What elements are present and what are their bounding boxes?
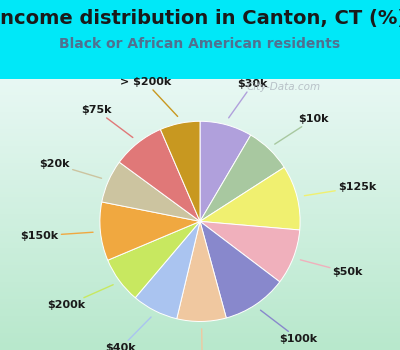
Wedge shape — [200, 222, 300, 282]
Text: $100k: $100k — [260, 310, 318, 344]
Text: $75k: $75k — [81, 105, 133, 138]
Wedge shape — [200, 167, 300, 230]
Wedge shape — [200, 121, 251, 222]
Wedge shape — [102, 162, 200, 222]
Wedge shape — [135, 222, 200, 319]
Text: $30k: $30k — [229, 79, 268, 118]
Text: > $200k: > $200k — [120, 77, 178, 117]
Text: City-Data.com: City-Data.com — [247, 82, 321, 92]
Text: $125k: $125k — [304, 182, 376, 196]
Text: $200k: $200k — [47, 285, 113, 310]
Wedge shape — [119, 130, 200, 222]
Text: $50k: $50k — [300, 260, 363, 278]
Wedge shape — [177, 222, 226, 322]
Wedge shape — [100, 202, 200, 260]
Text: $20k: $20k — [39, 159, 102, 178]
Wedge shape — [160, 121, 200, 222]
Wedge shape — [108, 222, 200, 298]
Text: Income distribution in Canton, CT (%): Income distribution in Canton, CT (%) — [0, 9, 400, 28]
Text: $150k: $150k — [20, 231, 93, 241]
Text: $40k: $40k — [105, 317, 151, 350]
Wedge shape — [200, 135, 284, 222]
Wedge shape — [200, 222, 280, 318]
Text: $60k: $60k — [187, 329, 218, 350]
Text: Black or African American residents: Black or African American residents — [60, 37, 340, 51]
Text: $10k: $10k — [275, 114, 329, 144]
